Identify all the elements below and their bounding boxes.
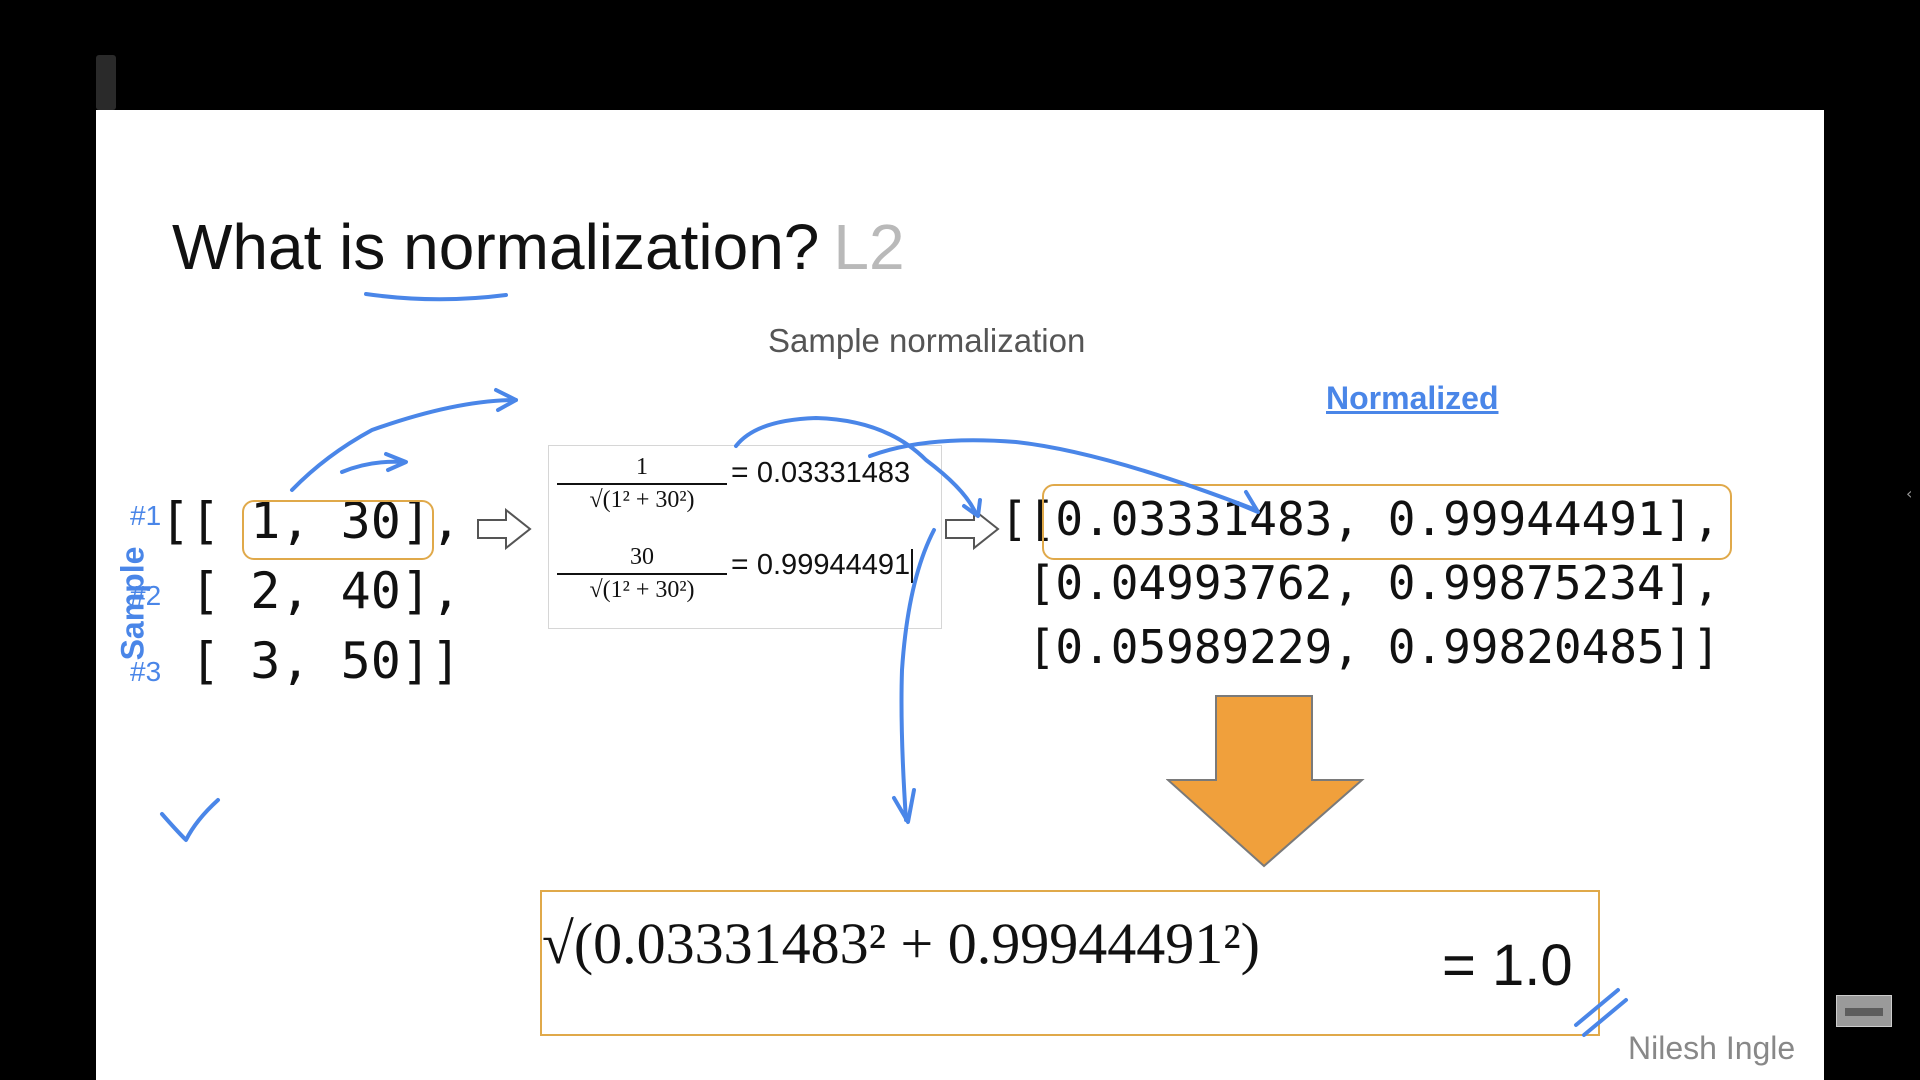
formula-1-result: = 0.03331483 [731,456,910,490]
input-row-3: [ 3, 50]] [160,632,462,690]
result-box: √(0.03331483² + 0.99944491²) = 1.0 [540,890,1600,1036]
title-main: What is normalization? [172,211,820,283]
formula-1-equals: = [731,456,749,489]
fraction-2-denominator: √(1² + 30²) [589,577,695,603]
normalized-label: Normalized [1326,380,1499,416]
title-suffix: L2 [833,211,905,283]
right-arrow-icon [945,507,1000,551]
chevron-left-icon[interactable]: ‹ [1906,484,1913,503]
slide: What is normalization? L2 Sample normaliz… [96,110,1824,1080]
output-row-3: [0.05989229, 0.99820485]] [1000,620,1721,674]
fraction-1-numerator: 1 [557,454,727,485]
sample-id-1: #1 [130,500,162,531]
underline-mark [364,292,508,302]
handwritten-annotations [160,292,1628,1037]
author-name: Nilesh Ingle [1628,1030,1796,1066]
sample-id-3: #3 [130,656,162,687]
sample-id-2: #2 [130,580,162,611]
checkmark-icon [160,798,220,842]
result-equals: = 1.0 [1442,933,1573,998]
formula-1-value: 0.03331483 [756,457,911,489]
result-expression: √(0.03331483² + 0.99944491²) [542,911,1260,976]
formula-2-result: = 0.99944491 [731,548,914,584]
down-arrow-icon [1166,695,1365,868]
formula-2-value: 0.99944491 [756,549,911,581]
fraction-2: 30 √(1² + 30²) [557,544,727,604]
output-row-1: [[0.03331483, 0.99944491], [1000,492,1721,546]
text-cursor [911,549,914,584]
window-tab [96,55,116,110]
output-highlight-box [1042,484,1732,560]
slide-subtitle: Sample normalization [768,322,1086,359]
fraction-1-denominator: √(1² + 30²) [589,487,695,513]
output-row-2: [0.04993762, 0.99875234], [1000,556,1721,610]
video-thumbnail[interactable] [1836,995,1892,1027]
fraction-2-numerator: 30 [557,544,727,575]
input-highlight-box [242,500,434,560]
right-arrow-icon [477,507,532,551]
fraction-1: 1 √(1² + 30²) [557,454,727,514]
input-row-2: [ 2, 40], [160,562,462,620]
formula-box: 1 √(1² + 30²) = 0.03331483 30 √(1² + 30²… [548,445,942,629]
formula-2-equals: = [731,548,749,581]
slide-title: What is normalization? L2 [172,210,905,284]
